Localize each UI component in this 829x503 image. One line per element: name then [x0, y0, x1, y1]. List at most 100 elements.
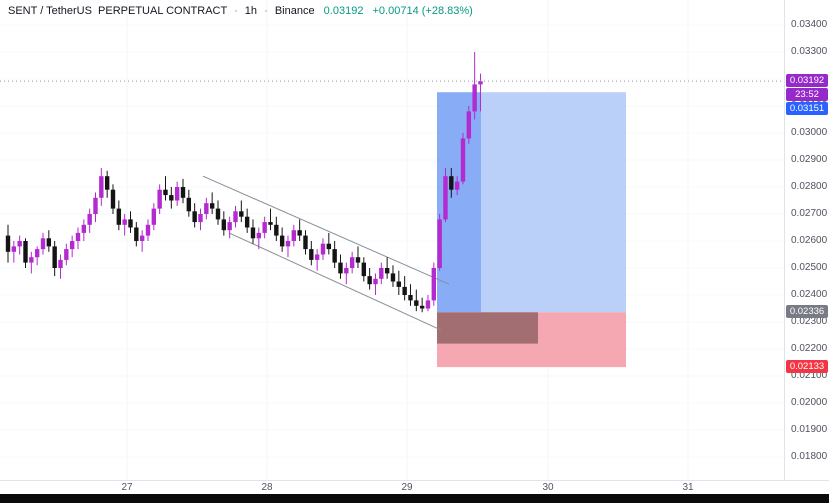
candle — [466, 106, 472, 144]
candle — [332, 241, 337, 268]
price-axis-label: 0.01900 — [791, 424, 828, 435]
candle — [338, 254, 343, 279]
trend-line-lower[interactable] — [228, 232, 442, 331]
candle — [99, 168, 104, 206]
candle — [279, 227, 285, 252]
candle — [198, 208, 203, 231]
price-axis-label: 0.02900 — [791, 154, 828, 165]
candle — [87, 208, 92, 233]
last-price-badge: 0.03192 — [786, 74, 828, 87]
exchange-label: Binance — [274, 5, 315, 17]
chart-pane[interactable]: SENT / TetherUS PERPETUAL CONTRACT · 1h … — [0, 0, 784, 480]
candle — [262, 216, 267, 239]
candle — [64, 243, 69, 266]
candle — [431, 262, 437, 306]
candle — [34, 246, 40, 266]
candle — [128, 211, 133, 233]
candle — [274, 216, 279, 241]
candle — [192, 203, 197, 228]
candle — [215, 200, 221, 225]
candle — [180, 178, 186, 204]
contract-type: PERPETUAL CONTRACT — [98, 5, 227, 17]
symbol-legend: SENT / TetherUS PERPETUAL CONTRACT · 1h … — [8, 5, 473, 17]
legend-separator: · — [264, 5, 268, 17]
candle — [326, 232, 332, 255]
time-axis-label: 28 — [261, 482, 273, 493]
candle — [186, 189, 192, 217]
candle — [81, 219, 87, 241]
price-axis-label: 0.02300 — [791, 316, 828, 327]
candle — [297, 219, 302, 241]
candle — [460, 133, 466, 185]
candle — [52, 241, 57, 277]
candle — [23, 238, 28, 268]
price-axis-label: 0.01800 — [791, 451, 828, 462]
candle — [373, 273, 378, 295]
symbol-title[interactable]: SENT / TetherUS — [8, 5, 92, 17]
trend-line-upper[interactable] — [202, 175, 450, 285]
candle — [157, 184, 162, 214]
price-axis-label: 0.03300 — [791, 46, 828, 57]
candle — [221, 211, 227, 236]
price-axis[interactable]: 0.034000.033000.032000.031000.030000.029… — [784, 0, 829, 480]
candle — [256, 227, 262, 250]
candle — [367, 268, 372, 290]
candle — [472, 52, 477, 120]
candle — [320, 238, 326, 260]
candle — [379, 262, 384, 285]
candle — [227, 216, 232, 239]
candle — [17, 235, 22, 255]
candle — [402, 276, 407, 301]
candle — [309, 241, 314, 266]
candle — [390, 265, 396, 287]
target-zone[interactable] — [481, 92, 626, 313]
interval-label[interactable]: 1h — [244, 5, 258, 17]
time-axis[interactable]: 27 28 29 30 31 — [0, 480, 829, 495]
legend-last-price: 0.03192 — [323, 5, 364, 17]
candle — [11, 241, 17, 263]
candle — [93, 192, 98, 223]
candle — [314, 249, 320, 271]
candle — [349, 251, 355, 274]
candle — [5, 224, 11, 263]
price-axis-label: 0.02200 — [791, 343, 828, 354]
entry-price-badge: 0.03151 — [786, 102, 828, 115]
time-axis-label: 29 — [401, 482, 413, 493]
candle — [303, 230, 308, 255]
countdown-badge: 23:52 — [786, 88, 828, 101]
time-axis-label: 27 — [121, 482, 133, 493]
candle — [291, 224, 297, 247]
price-axis-label: 0.03000 — [791, 127, 828, 138]
candle — [169, 187, 174, 209]
candle — [104, 170, 110, 198]
candle — [40, 232, 46, 255]
price-axis-label: 0.02000 — [791, 397, 828, 408]
candle — [344, 262, 349, 285]
level-price-badge: 0.02336 — [786, 305, 828, 318]
candle — [437, 214, 442, 271]
stop-zone-filled[interactable] — [437, 312, 538, 344]
candle — [396, 270, 402, 295]
stop-price-badge: 0.02133 — [786, 360, 828, 373]
candlestick-chart-canvas[interactable] — [0, 0, 784, 480]
bottom-black-bar — [0, 494, 829, 503]
candle — [443, 168, 448, 223]
price-axis-label: 0.03400 — [791, 19, 828, 30]
candle — [151, 203, 157, 231]
candle — [46, 230, 52, 252]
price-axis-label: 0.02100 — [791, 370, 828, 381]
price-axis-label: 0.02600 — [791, 235, 828, 246]
candle — [361, 257, 367, 282]
candle — [122, 214, 127, 236]
candle — [414, 289, 419, 312]
candle — [134, 222, 139, 247]
candle — [285, 235, 291, 258]
candle — [419, 297, 425, 313]
candle — [355, 246, 361, 268]
candle — [268, 208, 273, 231]
candle — [69, 235, 75, 258]
time-axis-label: 30 — [542, 482, 554, 493]
candle — [239, 200, 244, 223]
candle — [478, 73, 483, 112]
